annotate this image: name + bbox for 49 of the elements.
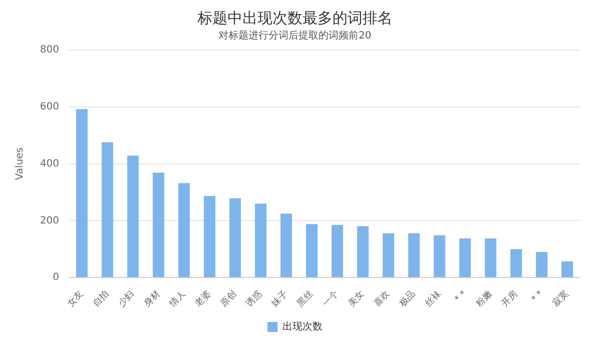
bar [76, 109, 88, 278]
bar [102, 142, 114, 278]
x-tick-label: 一个 [320, 288, 342, 309]
x-tick-label: 妹子 [269, 288, 290, 309]
chart-subtitle: 对标题进行分词后提取的词频前20 [218, 30, 372, 42]
y-tick-label: 800 [40, 44, 60, 56]
bar [459, 238, 471, 278]
bar [434, 235, 446, 278]
x-tick-label: 身材 [142, 288, 162, 309]
x-tick-label: 美女 [346, 288, 367, 309]
x-tick-label: 自拍 [90, 288, 112, 309]
chart-title: 标题中出现次数最多的词排名 [196, 8, 392, 27]
x-tick-label: 丝袜 [422, 288, 444, 309]
x-tick-label: 情人 [166, 288, 188, 310]
y-axis-title: Values [14, 147, 26, 180]
bar [332, 224, 344, 278]
bar [357, 226, 369, 278]
x-tick-label: 寂寞 [550, 288, 572, 309]
bar [127, 156, 139, 278]
bar [382, 233, 394, 278]
x-tick-label: 诱惑 [244, 288, 264, 309]
bar [178, 183, 190, 278]
bar [152, 172, 164, 278]
bar [204, 196, 216, 278]
bar [561, 261, 573, 278]
bar [306, 224, 318, 278]
bar [484, 238, 496, 278]
x-tick-label: 女友 [65, 288, 86, 309]
x-tick-label: 老婆 [192, 288, 214, 309]
x-tick-label: 喜欢 [372, 288, 392, 309]
y-tick-label: 200 [40, 215, 60, 226]
bar [280, 214, 292, 278]
y-tick-label: 600 [40, 102, 60, 113]
legend-label: 出现次数 [282, 320, 322, 333]
x-tick-label: 黑丝 [295, 288, 316, 309]
x-tick-label: * * [453, 288, 470, 305]
x-tick-label: 开房 [499, 288, 520, 309]
y-tick-label: 0 [52, 272, 60, 284]
bar [408, 233, 420, 278]
y-tick-label: 400 [40, 158, 60, 170]
x-tick-label: 极品 [396, 288, 418, 310]
x-tick-label: 粉嫩 [474, 288, 494, 309]
bar [510, 249, 522, 278]
bar [229, 198, 241, 278]
bar [254, 204, 266, 278]
x-tick-label: 少妇 [116, 288, 137, 309]
x-tick-label: * * [530, 288, 546, 305]
x-tick-label: 原创 [218, 288, 239, 309]
bar [536, 252, 548, 278]
